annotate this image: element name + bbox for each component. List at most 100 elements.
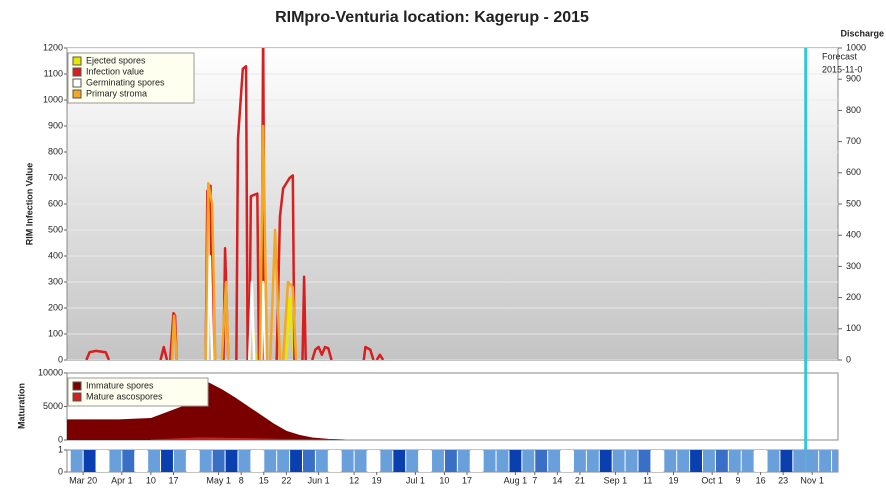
strip-cell <box>561 450 573 472</box>
plot-group <box>70 450 838 472</box>
strip-cell <box>161 450 173 472</box>
strip-cell <box>599 450 612 472</box>
x-tick-label: Nov 1 <box>800 475 824 485</box>
legend-box <box>67 52 195 104</box>
x-tick-label: 19 <box>372 475 382 485</box>
x-tick-label: 23 <box>778 475 788 485</box>
x-tick-label: Aug 1 <box>504 475 528 485</box>
legend-swatch <box>72 67 82 77</box>
strip-cell <box>509 450 522 472</box>
x-tick-label: 15 <box>259 475 269 485</box>
x-tick-label: 11 <box>643 475 652 485</box>
strip-cell <box>277 450 290 472</box>
x-tick-label: 16 <box>756 475 766 485</box>
strip-cell <box>690 450 703 472</box>
annotation: Forecast <box>822 51 858 61</box>
y2-tick-label: 400 <box>846 230 861 240</box>
strip-cell <box>715 450 728 472</box>
y-tick-label: 1200 <box>43 42 63 52</box>
strip-cell <box>225 450 238 472</box>
x-tick-label: 10 <box>439 475 449 485</box>
strip-cell <box>444 450 457 472</box>
y-tick-label: 300 <box>48 276 63 286</box>
strip-cell <box>70 450 83 472</box>
strip-cell <box>393 450 406 472</box>
legend-swatch <box>72 78 82 88</box>
strip-cell <box>651 450 664 472</box>
strip-cell <box>496 450 509 472</box>
y-tick-label: 500 <box>48 224 63 234</box>
strip-cell <box>806 450 819 472</box>
y2-tick-label: 800 <box>846 105 861 115</box>
y2-tick-label: 300 <box>846 261 861 271</box>
strip-cell <box>354 450 367 472</box>
strip-cell <box>315 450 328 472</box>
strip-cell <box>212 450 225 472</box>
series-line <box>170 124 298 360</box>
strip-cell <box>251 450 264 472</box>
annotation: 2015-11-0 <box>822 64 862 74</box>
strip-cell <box>199 450 212 472</box>
y2-tick-label: 200 <box>846 292 861 302</box>
legend-swatch <box>72 392 82 402</box>
strip-cell <box>328 450 341 472</box>
legend-label: Infection value <box>86 66 144 76</box>
strip-cell <box>483 450 496 472</box>
y-tick-label: 0 <box>58 354 63 364</box>
legend-label: Primary stroma <box>86 88 147 98</box>
x-tick-label: 10 <box>146 475 156 485</box>
y2-axis-label: Discharge <box>840 28 884 38</box>
strip-cell <box>573 450 586 472</box>
strip-cell <box>122 450 135 472</box>
y-tick-label: 700 <box>48 172 63 182</box>
strip-cell <box>780 450 793 472</box>
strip-cell <box>754 450 767 472</box>
strip-cell <box>380 450 393 472</box>
strip-cell <box>819 450 832 472</box>
x-tick-label: 8 <box>239 475 244 485</box>
x-tick-label: 12 <box>349 475 359 485</box>
y-axis-label: Maturation <box>16 383 26 429</box>
x-tick-label: 22 <box>281 475 291 485</box>
legend-label: Mature ascospores <box>86 391 163 401</box>
strip-cell <box>406 450 419 472</box>
y2-tick-label: 900 <box>846 74 861 84</box>
strip-cell <box>341 450 354 472</box>
strip-cell <box>419 450 432 472</box>
x-tick-label: 17 <box>462 475 472 485</box>
strip-cell <box>522 450 535 472</box>
series-line <box>85 48 385 360</box>
strip-cell <box>793 450 806 472</box>
strip-cell <box>548 450 561 472</box>
y-tick-label: 1 <box>58 444 63 454</box>
strip-cell <box>586 450 599 472</box>
legend-box <box>67 377 209 407</box>
plot-group <box>67 48 838 360</box>
x-tick-label: 14 <box>552 475 562 485</box>
x-tick-label: Jul 1 <box>406 475 425 485</box>
strip-cell <box>264 450 277 472</box>
strip-cell <box>290 450 302 472</box>
strip-cell <box>470 450 483 472</box>
strip-cell <box>173 450 186 472</box>
chart-title: RIMpro-Venturia location: Kagerup - 2015 <box>275 9 589 26</box>
y-tick-label: 0 <box>58 466 63 476</box>
y-tick-label: 1100 <box>44 68 63 78</box>
strip-cell <box>109 450 122 472</box>
x-tick-label: Jun 1 <box>308 475 330 485</box>
strip-cell <box>703 450 715 472</box>
strip-cell <box>302 450 315 472</box>
series-area <box>67 379 345 440</box>
legend-swatch <box>72 381 82 391</box>
y-tick-label: 900 <box>48 120 63 130</box>
y-tick-label: 200 <box>48 302 63 312</box>
y-tick-label: 0 <box>58 434 63 444</box>
y-tick-label: 600 <box>48 198 63 208</box>
series-line <box>206 254 267 360</box>
strip-cell <box>432 450 444 472</box>
plot-group <box>67 379 345 440</box>
strip-cell <box>367 450 380 472</box>
y2-tick-label: 700 <box>846 136 861 146</box>
x-tick-label: 17 <box>168 475 178 485</box>
